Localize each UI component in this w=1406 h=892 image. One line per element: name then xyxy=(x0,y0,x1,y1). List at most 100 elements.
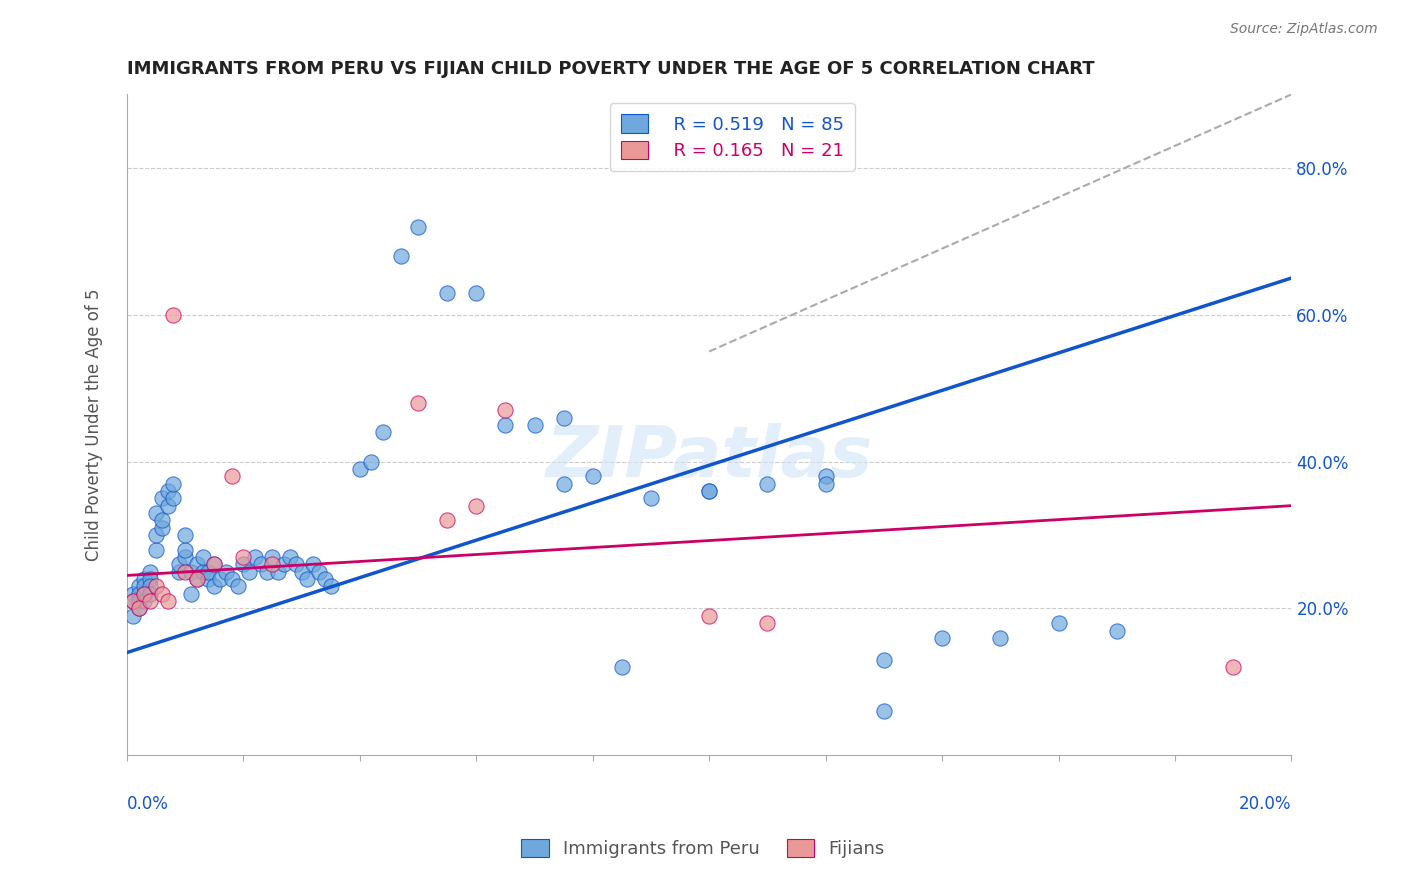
Point xyxy=(174,550,197,565)
Point xyxy=(640,491,662,506)
Point xyxy=(169,558,191,572)
Point xyxy=(465,285,488,300)
Text: 20.0%: 20.0% xyxy=(1239,795,1292,813)
Point xyxy=(697,608,720,623)
Point xyxy=(134,594,156,608)
Point xyxy=(174,542,197,557)
Point xyxy=(756,616,779,631)
Point xyxy=(406,396,429,410)
Point xyxy=(174,528,197,542)
Point xyxy=(156,499,179,513)
Point xyxy=(232,550,254,565)
Point xyxy=(156,594,179,608)
Point xyxy=(121,594,143,608)
Point xyxy=(873,653,896,667)
Point xyxy=(162,491,184,506)
Point xyxy=(465,499,488,513)
Point xyxy=(139,579,162,593)
Point xyxy=(150,491,173,506)
Point xyxy=(262,558,284,572)
Point xyxy=(1222,660,1244,674)
Point xyxy=(371,425,394,440)
Point xyxy=(186,572,208,586)
Point xyxy=(494,403,516,417)
Point xyxy=(360,454,382,468)
Point xyxy=(873,704,896,718)
Point xyxy=(197,565,219,579)
Point xyxy=(273,558,295,572)
Point xyxy=(436,513,458,527)
Point xyxy=(291,565,314,579)
Point xyxy=(134,572,156,586)
Point xyxy=(284,558,307,572)
Point xyxy=(221,572,243,586)
Point xyxy=(139,572,162,586)
Point xyxy=(697,483,720,498)
Text: IMMIGRANTS FROM PERU VS FIJIAN CHILD POVERTY UNDER THE AGE OF 5 CORRELATION CHAR: IMMIGRANTS FROM PERU VS FIJIAN CHILD POV… xyxy=(127,60,1094,78)
Point xyxy=(169,565,191,579)
Point xyxy=(150,587,173,601)
Point xyxy=(1105,624,1128,638)
Point xyxy=(697,483,720,498)
Point xyxy=(156,483,179,498)
Point xyxy=(186,572,208,586)
Point xyxy=(202,558,225,572)
Point xyxy=(150,513,173,527)
Point xyxy=(174,565,197,579)
Point xyxy=(128,579,150,593)
Point xyxy=(553,476,575,491)
Point xyxy=(191,565,214,579)
Point xyxy=(162,308,184,322)
Point xyxy=(162,476,184,491)
Point xyxy=(308,565,330,579)
Point xyxy=(582,469,605,483)
Legend:   R = 0.519   N = 85,   R = 0.165   N = 21: R = 0.519 N = 85, R = 0.165 N = 21 xyxy=(610,103,855,171)
Point xyxy=(134,587,156,601)
Point xyxy=(226,579,249,593)
Point xyxy=(1047,616,1070,631)
Point xyxy=(267,565,290,579)
Point xyxy=(128,594,150,608)
Point xyxy=(139,594,162,608)
Point xyxy=(262,550,284,565)
Point xyxy=(238,565,260,579)
Point xyxy=(128,587,150,601)
Point xyxy=(209,572,232,586)
Point xyxy=(180,565,202,579)
Point xyxy=(523,417,546,432)
Point xyxy=(180,587,202,601)
Y-axis label: Child Poverty Under the Age of 5: Child Poverty Under the Age of 5 xyxy=(86,289,103,561)
Legend: Immigrants from Peru, Fijians: Immigrants from Peru, Fijians xyxy=(515,831,891,865)
Point xyxy=(931,631,953,645)
Point xyxy=(134,579,156,593)
Point xyxy=(256,565,278,579)
Text: Source: ZipAtlas.com: Source: ZipAtlas.com xyxy=(1230,22,1378,37)
Point xyxy=(436,285,458,300)
Point xyxy=(128,601,150,615)
Point xyxy=(494,417,516,432)
Point xyxy=(389,249,412,263)
Point xyxy=(319,579,342,593)
Point xyxy=(814,476,837,491)
Point xyxy=(202,558,225,572)
Point xyxy=(145,506,167,520)
Text: ZIPatlas: ZIPatlas xyxy=(546,424,873,492)
Point xyxy=(145,528,167,542)
Point xyxy=(128,601,150,615)
Point xyxy=(406,219,429,234)
Point xyxy=(145,579,167,593)
Text: 0.0%: 0.0% xyxy=(127,795,169,813)
Point xyxy=(121,587,143,601)
Point xyxy=(297,572,319,586)
Point xyxy=(186,558,208,572)
Point xyxy=(243,550,266,565)
Point xyxy=(278,550,301,565)
Point xyxy=(250,558,273,572)
Point xyxy=(134,587,156,601)
Point xyxy=(610,660,633,674)
Point xyxy=(756,476,779,491)
Point xyxy=(191,550,214,565)
Point xyxy=(215,565,238,579)
Point xyxy=(121,594,143,608)
Point xyxy=(121,608,143,623)
